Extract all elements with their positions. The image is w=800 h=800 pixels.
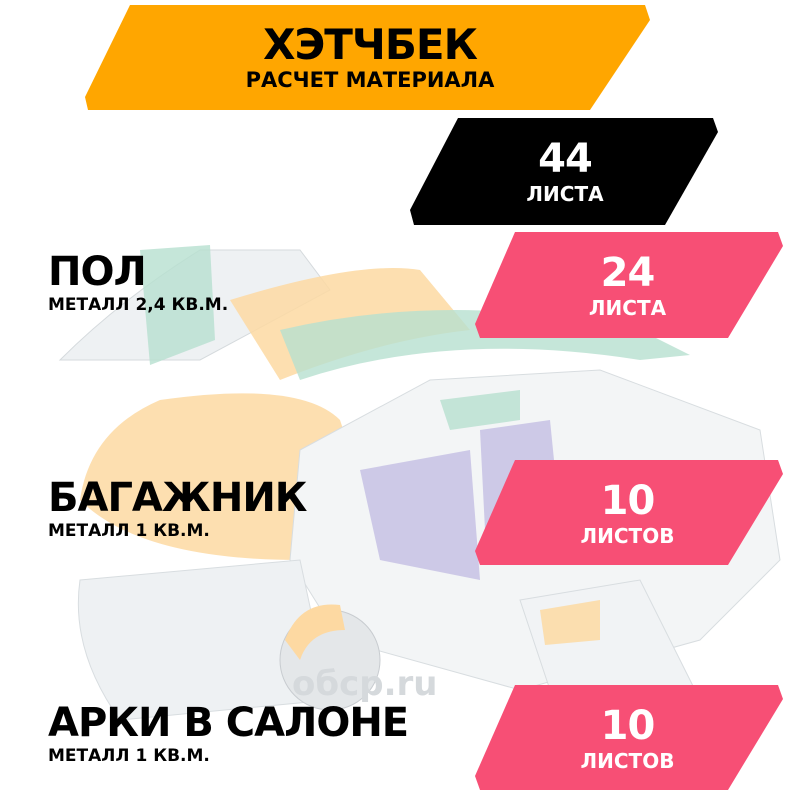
total: 44 ЛИСТА	[440, 124, 690, 220]
arches-label: АРКИ В САЛОНЕ МЕТАЛЛ 1 КВ.М.	[48, 700, 409, 767]
floor-title: ПОЛ	[48, 249, 147, 295]
arches-detail: МЕТАЛЛ 1 КВ.М.	[48, 746, 210, 766]
trunk-detail: МЕТАЛЛ 1 КВ.М.	[48, 521, 210, 541]
trunk-count: 10	[600, 478, 656, 524]
watermark-logo: обср.ru	[292, 664, 437, 704]
floor-count: 24	[600, 250, 656, 296]
trunk-unit: ЛИСТОВ	[580, 524, 675, 548]
floor-count-box: 24 ЛИСТА	[500, 238, 755, 334]
floor-unit: ЛИСТА	[588, 296, 667, 320]
arches-unit: ЛИСТОВ	[580, 749, 675, 773]
trunk-count-box: 10 ЛИСТОВ	[500, 466, 755, 562]
floor-detail: МЕТАЛЛ 2,4 КВ.М.	[48, 295, 229, 315]
floor-label: ПОЛ МЕТАЛЛ 2,4 КВ.М.	[48, 250, 228, 316]
header-banner	[85, 5, 650, 110]
floor-badge	[475, 232, 783, 338]
arches-title: АРКИ В САЛОНЕ	[48, 700, 409, 746]
total-unit: ЛИСТА	[526, 182, 604, 206]
header: ХЭТЧБЕК РАСЧЕТ МАТЕРИАЛА	[150, 12, 590, 104]
trunk-label: БАГАЖНИК МЕТАЛЛ 1 КВ.М.	[48, 475, 308, 542]
arches-count-box: 10 ЛИСТОВ	[500, 691, 755, 787]
header-title: ХЭТЧБЕК	[263, 20, 478, 69]
arches-badge	[475, 685, 783, 790]
total-badge	[410, 118, 718, 225]
trunk-title: БАГАЖНИК	[48, 475, 308, 521]
header-subtitle: РАСЧЕТ МАТЕРИАЛА	[245, 68, 495, 92]
total-count: 44	[538, 136, 593, 182]
arches-count: 10	[600, 703, 656, 749]
trunk-badge	[475, 460, 783, 565]
